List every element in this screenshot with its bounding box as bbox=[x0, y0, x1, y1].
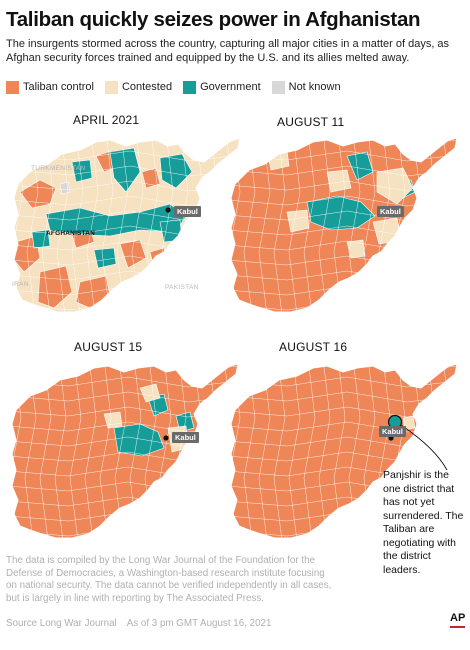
legend-item-government: Government bbox=[183, 80, 261, 94]
legend-label-taliban: Taliban control bbox=[23, 81, 94, 93]
legend-label-government: Government bbox=[200, 81, 261, 93]
kabul-tag-aug15: Kabul bbox=[172, 432, 199, 443]
map-april-2021 bbox=[13, 137, 241, 313]
legend-swatch-taliban bbox=[6, 80, 19, 94]
label-turkmenistan: TURKMENISTAN bbox=[31, 165, 86, 172]
region-government bbox=[159, 219, 183, 243]
footnote: The data is compiled by the Long War Jou… bbox=[6, 555, 332, 604]
label-afghanistan: AFGHANISTAN bbox=[46, 230, 96, 237]
kabul-dot bbox=[165, 207, 171, 213]
legend-swatch-unknown bbox=[271, 80, 285, 94]
region-contested bbox=[346, 239, 366, 259]
map-august-11 bbox=[230, 137, 458, 313]
label-iran: IRAN bbox=[12, 281, 29, 288]
region-government bbox=[71, 159, 93, 183]
panel-title-april: APRIL 2021 bbox=[73, 113, 140, 127]
label-pakistan: PAKISTAN bbox=[165, 284, 199, 291]
legend-item-taliban: Taliban control bbox=[6, 80, 94, 94]
source-line: Source Long War Journal As of 3 pm GMT A… bbox=[6, 618, 281, 629]
country-fill bbox=[231, 364, 457, 538]
region-contested bbox=[103, 411, 123, 429]
region-government bbox=[159, 153, 193, 189]
legend-label-unknown: Not known bbox=[288, 81, 341, 93]
region-contested bbox=[376, 167, 414, 205]
region-contested bbox=[139, 383, 161, 403]
map-august-16 bbox=[230, 363, 458, 539]
country-outline bbox=[230, 363, 458, 539]
kabul-tag-april: Kabul bbox=[174, 206, 201, 217]
legend-swatch-government bbox=[183, 80, 197, 94]
panel-title-aug11: AUGUST 11 bbox=[277, 115, 345, 129]
panjshir-leader-line bbox=[400, 424, 448, 471]
kabul-tag-aug16: Kabul bbox=[379, 426, 406, 437]
source-asof: As of 3 pm GMT August 16, 2021 bbox=[126, 618, 272, 629]
legend-swatch-contested bbox=[104, 80, 118, 94]
panel-title-aug16: AUGUST 16 bbox=[279, 340, 348, 354]
map-august-15 bbox=[11, 363, 239, 539]
country-outline bbox=[230, 137, 458, 313]
region-government bbox=[109, 147, 141, 193]
region-government bbox=[31, 229, 51, 249]
page-title: Taliban quickly seizes power in Afghanis… bbox=[6, 8, 421, 31]
panel-title-aug15: AUGUST 15 bbox=[74, 340, 143, 354]
source-label: Source Long War Journal bbox=[6, 618, 117, 629]
page-subtitle: The insurgents stormed across the countr… bbox=[6, 38, 450, 64]
legend-item-contested: Contested bbox=[104, 80, 173, 94]
ap-logo: AP bbox=[450, 612, 466, 624]
region-contested bbox=[286, 209, 310, 233]
legend-label-contested: Contested bbox=[121, 81, 173, 93]
region-contested bbox=[326, 169, 352, 193]
ap-logo-underline bbox=[450, 626, 465, 628]
legend: Taliban control Contested Government Not… bbox=[6, 80, 352, 94]
region-government bbox=[93, 247, 117, 269]
panjshir-annotation: Panjshir is the one district that has no… bbox=[383, 469, 464, 576]
kabul-tag-aug11: Kabul bbox=[377, 206, 404, 217]
region-unknown bbox=[59, 181, 71, 195]
kabul-dot bbox=[163, 435, 169, 441]
legend-item-unknown: Not known bbox=[271, 80, 341, 94]
